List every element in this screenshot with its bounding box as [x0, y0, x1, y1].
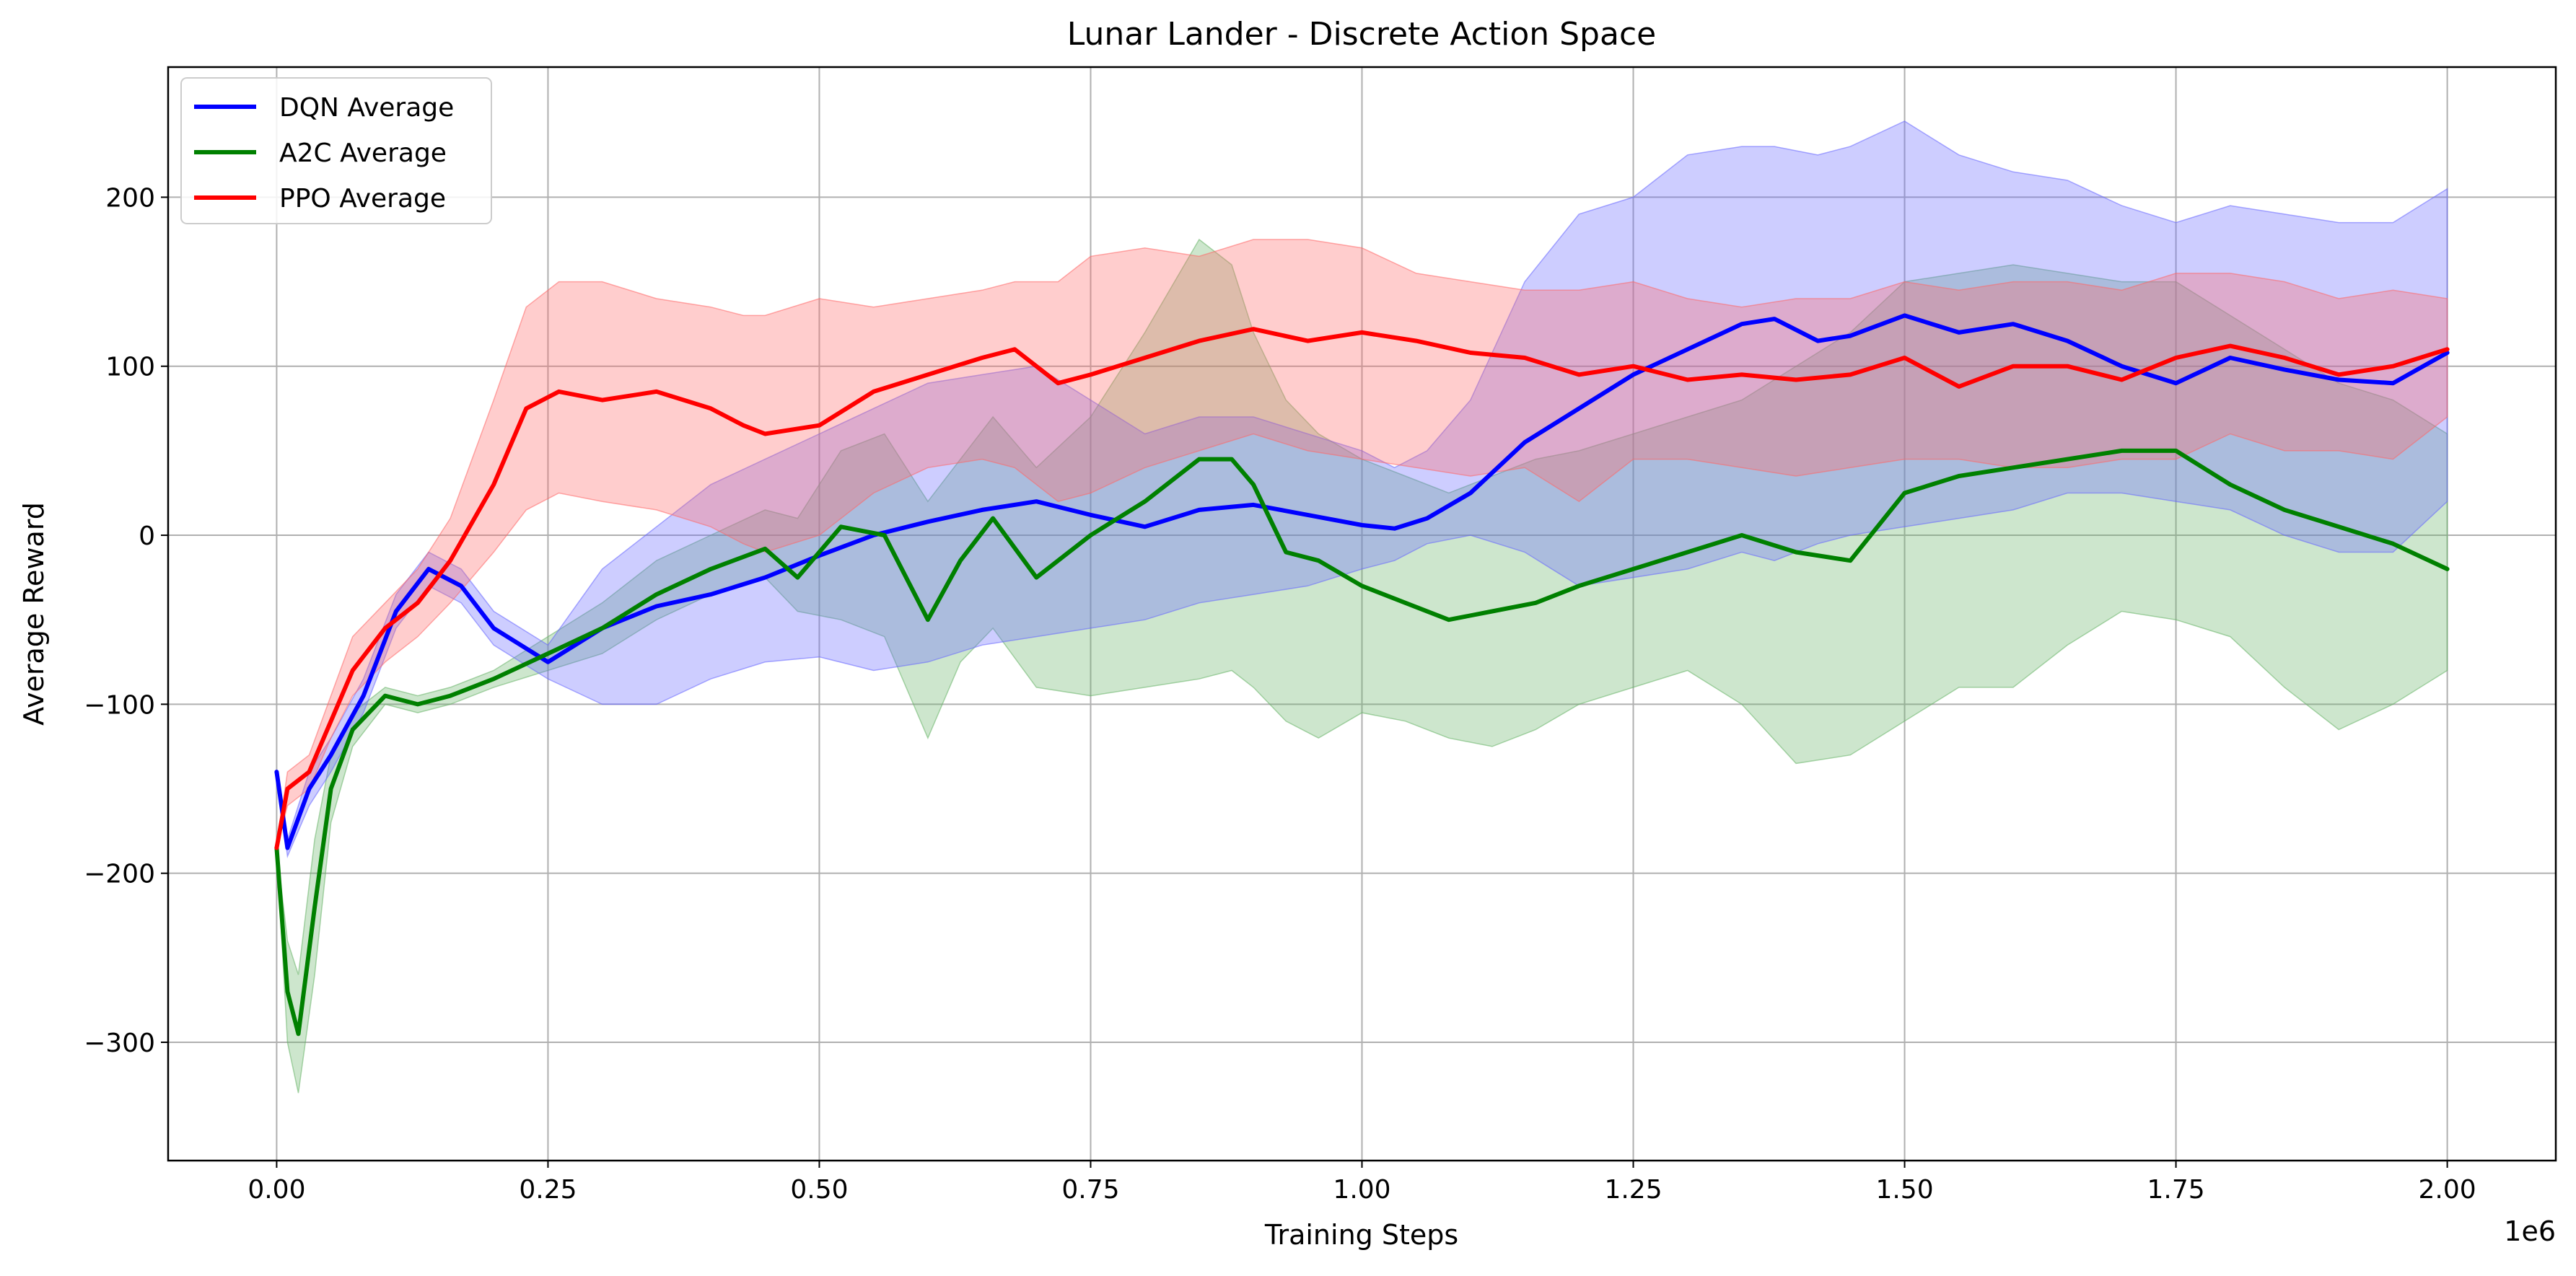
y-tick-label: −100 [84, 690, 155, 720]
x-axis-offset-label: 1e6 [2504, 1215, 2556, 1247]
x-tick-label: 1.50 [1875, 1175, 1933, 1205]
confidence-bands [276, 120, 2448, 1094]
x-tick-label: 1.75 [2147, 1175, 2204, 1205]
series-lines [274, 313, 2450, 1037]
ppo-average-band [276, 239, 2448, 848]
y-axis-label: Average Reward [18, 502, 50, 726]
a2c-average-line [274, 448, 2450, 1037]
legend-label-a2c-average: A2C Average [279, 138, 447, 168]
y-tick-label: 100 [105, 353, 155, 382]
y-tick-label: 200 [105, 183, 155, 213]
ppo-average-line [274, 327, 2450, 850]
x-axis-label: Training Steps [1264, 1219, 1458, 1251]
x-tick-label: 0.25 [519, 1175, 577, 1205]
legend: DQN Average A2C Average PPO Average [180, 77, 492, 224]
legend-label-ppo-average: PPO Average [279, 184, 446, 214]
axis-ticks: 0.00 0.25 0.50 0.75 1.00 1.25 1.50 1.75 2.00 −300… [84, 183, 2476, 1205]
x-tick-label: 1.25 [1604, 1175, 1662, 1205]
y-tick-label: −300 [84, 1029, 155, 1058]
x-tick-label: 0.75 [1061, 1175, 1119, 1205]
x-tick-label: 0.50 [790, 1175, 848, 1205]
legend-label-dqn-average: DQN Average [279, 93, 454, 123]
x-tick-label: 1.00 [1333, 1175, 1390, 1205]
x-tick-label: 2.00 [2419, 1175, 2476, 1205]
dqn-average-line [274, 313, 2450, 850]
legend-box [180, 77, 492, 224]
x-tick-label: 0.00 [247, 1175, 305, 1205]
chart-title: Lunar Lander - Discrete Action Space [1067, 16, 1656, 53]
legend-items: DQN Average A2C Average PPO Average [194, 93, 454, 214]
a2c-average-band [276, 238, 2448, 1094]
y-tick-label: 0 [139, 522, 155, 551]
y-tick-label: −200 [84, 860, 155, 889]
